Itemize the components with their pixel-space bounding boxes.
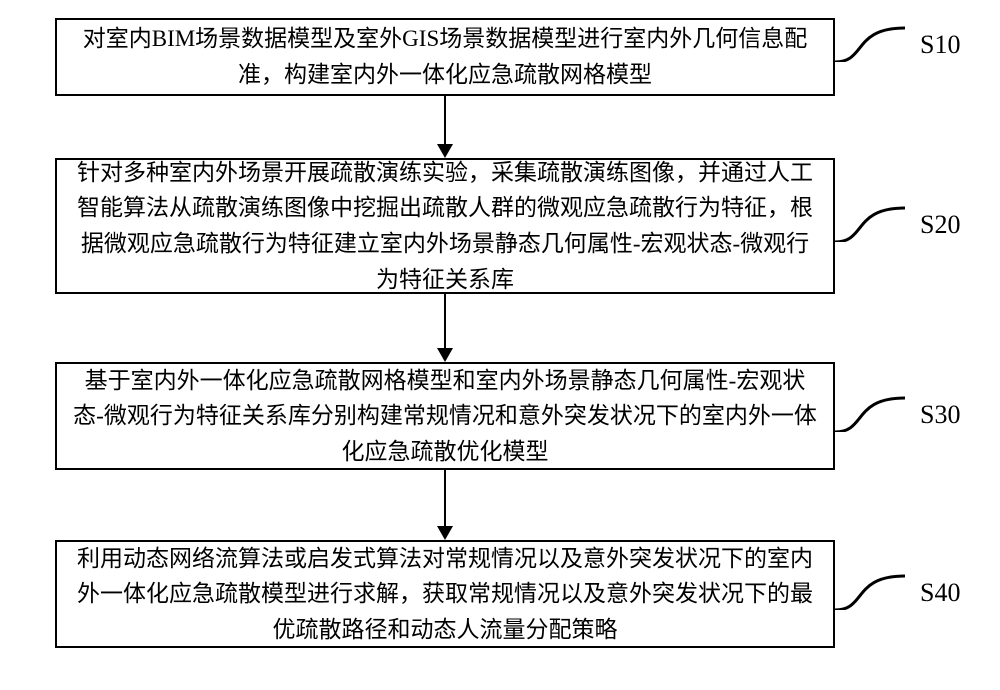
step-box-s20: 针对多种室内外场景开展疏散演练实验，采集疏散演练图像，并通过人工智能算法从疏散演… (55, 158, 835, 294)
flowchart-canvas: 对室内BIM场景数据模型及室外GIS场景数据模型进行室内外几何信息配准，构建室内… (0, 0, 1000, 690)
step-bracket-s10 (835, 26, 905, 62)
step-text: 利用动态网络流算法或启发式算法对常规情况以及意外突发状况下的室内外一体化应急疏散… (71, 541, 819, 648)
step-text: 针对多种室内外场景开展疏散演练实验，采集疏散演练图像，并通过人工智能算法从疏散演… (71, 155, 819, 298)
step-text: 基于室内外一体化应急疏散网格模型和室内外场景静态几何属性-宏观状态-微观行为特征… (71, 363, 819, 470)
step-box-s30: 基于室内外一体化应急疏散网格模型和室内外场景静态几何属性-宏观状态-微观行为特征… (55, 362, 835, 470)
step-bracket-s30 (835, 396, 905, 432)
step-label-s30: S30 (920, 400, 960, 430)
step-text: 对室内BIM场景数据模型及室外GIS场景数据模型进行室内外几何信息配准，构建室内… (71, 21, 819, 92)
arrow-head-2 (437, 526, 453, 540)
arrow-line-1 (444, 294, 446, 348)
arrow-line-2 (444, 470, 446, 526)
step-label-s20: S20 (920, 210, 960, 240)
step-box-s40: 利用动态网络流算法或启发式算法对常规情况以及意外突发状况下的室内外一体化应急疏散… (55, 540, 835, 648)
step-label-s10: S10 (920, 30, 960, 60)
arrow-line-0 (444, 96, 446, 144)
step-label-s40: S40 (920, 578, 960, 608)
step-box-s10: 对室内BIM场景数据模型及室外GIS场景数据模型进行室内外几何信息配准，构建室内… (55, 18, 835, 96)
arrow-head-0 (437, 144, 453, 158)
arrow-head-1 (437, 348, 453, 362)
step-bracket-s20 (835, 206, 905, 242)
step-bracket-s40 (835, 574, 905, 610)
